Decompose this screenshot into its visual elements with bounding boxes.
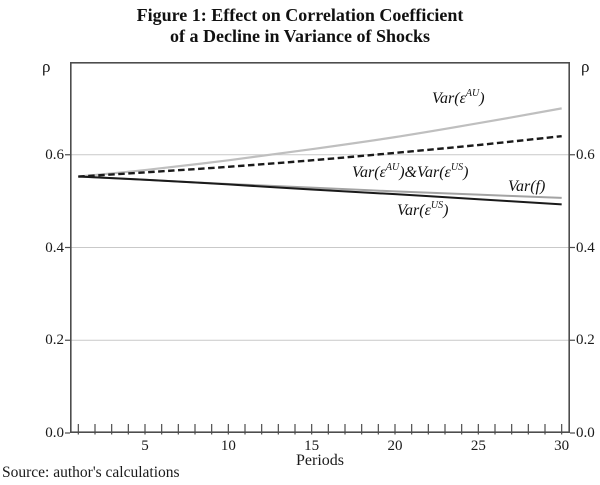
y-tick-label-right: 0.0 xyxy=(576,425,595,441)
series-line-3 xyxy=(78,135,562,178)
series-line-0 xyxy=(78,107,562,178)
series-label-var-f: Var(f) xyxy=(508,178,546,195)
series-line-2 xyxy=(78,175,562,206)
plot-area xyxy=(65,62,575,435)
x-tick-label: 5 xyxy=(141,438,149,454)
figure-title-line1: Figure 1: Effect on Correlation Coeffici… xyxy=(136,5,464,25)
x-tick-label: 25 xyxy=(470,438,486,454)
x-tick-label: 15 xyxy=(304,438,320,454)
y-tick-label-left: 0.0 xyxy=(45,425,64,441)
series-label-var-eps-au: Var(εAU) xyxy=(432,87,485,107)
y-tick-label-left: 0.6 xyxy=(45,146,64,163)
y-tick-label-left: 0.4 xyxy=(45,239,64,256)
x-axis-title: Periods xyxy=(296,452,344,469)
x-tick-label: 10 xyxy=(220,438,236,454)
x-tick-label: 30 xyxy=(554,438,570,454)
y-tick-label-right: 0.4 xyxy=(576,239,595,256)
plot-svg xyxy=(65,62,575,435)
y-tick-label-left: 0.2 xyxy=(45,332,64,349)
series-label-var-both: Var(εAU)&Var(εUS) xyxy=(352,161,469,181)
y-tick-label-right: 0.6 xyxy=(576,146,595,163)
source-note: Source: author's calculations xyxy=(2,464,180,481)
figure-title: Figure 1: Effect on Correlation Coeffici… xyxy=(0,5,600,47)
y-axis-symbol-right: ρ xyxy=(581,57,590,76)
y-axis-symbol-left: ρ xyxy=(42,57,51,76)
plot-border xyxy=(70,62,570,433)
x-tick-label: 20 xyxy=(387,438,403,454)
series-label-var-eps-us: Var(εUS) xyxy=(397,199,449,219)
figure-title-line2: of a Decline in Variance of Shocks xyxy=(169,26,430,46)
y-tick-label-right: 0.2 xyxy=(576,332,595,349)
